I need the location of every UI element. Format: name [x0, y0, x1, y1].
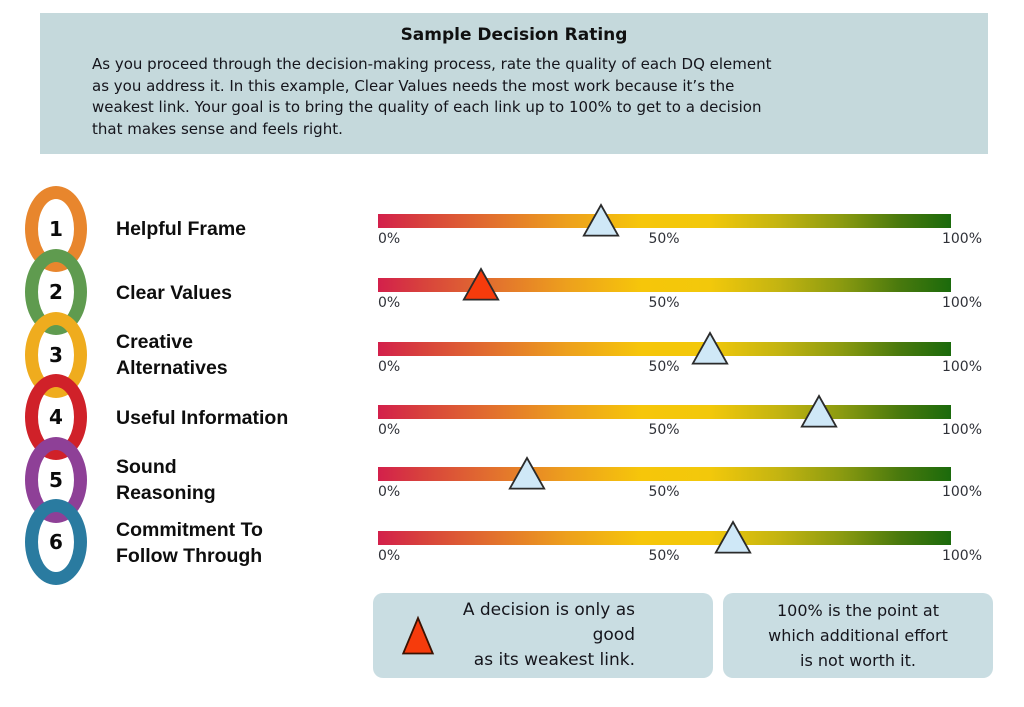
link-label-creative-alternatives: Creative Alternatives [116, 331, 228, 379]
header-description: As you proceed through the decision-maki… [92, 55, 772, 138]
rating-bar-1 [378, 203, 951, 237]
rating-bar-2 [378, 267, 951, 301]
tick-50: 50% [648, 295, 680, 311]
rating-row-6: 0% 50% 100% [378, 520, 982, 573]
triangle-marker-icon [582, 203, 621, 237]
tick-0: 0% [378, 548, 401, 564]
link-number-1: 1 [49, 217, 63, 241]
link-label-commitment: Commitment To Follow Through [116, 519, 263, 567]
rating-slider-handle-4[interactable] [800, 394, 838, 428]
triangle-icon-shape [401, 615, 435, 655]
header-panel: Sample Decision Rating As you proceed th… [40, 13, 988, 154]
link-label-useful-information: Useful Information [116, 407, 289, 429]
rating-row-1: 0% 50% 100% [378, 203, 982, 256]
rating-row-3: 0% 50% 100% [378, 331, 982, 384]
tick-0: 0% [378, 295, 401, 311]
tick-0: 0% [378, 422, 401, 438]
link-number-2: 2 [49, 280, 63, 304]
tick-50: 50% [648, 231, 680, 247]
tick-50: 50% [648, 484, 680, 500]
rating-bar-5 [378, 456, 951, 490]
rating-slider-handle-3[interactable] [691, 331, 730, 365]
tick-0: 0% [378, 231, 401, 247]
triangle-marker-icon [462, 267, 500, 301]
rating-bar-4 [378, 394, 951, 428]
rating-slider-handle-2[interactable] [462, 267, 500, 301]
rating-slider-handle-1[interactable] [582, 203, 621, 237]
tick-100: 100% [941, 548, 982, 564]
tick-100: 100% [941, 295, 982, 311]
weakest-link-triangle-icon [401, 615, 435, 655]
tick-100: 100% [941, 231, 982, 247]
triangle-marker-icon [508, 456, 546, 490]
note-effort: 100% is the point at which additional ef… [723, 593, 993, 678]
tick-0: 0% [378, 484, 401, 500]
tick-50: 50% [648, 359, 680, 375]
tick-100: 100% [941, 484, 982, 500]
link-label-helpful-frame: Helpful Frame [116, 218, 247, 240]
tick-100: 100% [941, 422, 982, 438]
triangle-marker-icon [714, 520, 752, 554]
link-number-6: 6 [49, 530, 63, 554]
link-number-4: 4 [49, 405, 63, 429]
rating-row-2: 0% 50% 100% [378, 267, 982, 320]
tick-50: 50% [648, 548, 680, 564]
rating-slider-handle-6[interactable] [714, 520, 752, 554]
link-number-5: 5 [49, 468, 63, 492]
rating-bar-3 [378, 331, 951, 365]
chain-link-6: 6 [25, 499, 87, 585]
tick-100: 100% [941, 359, 982, 375]
link-number-3: 3 [49, 343, 63, 367]
rating-slider-handle-5[interactable] [508, 456, 546, 490]
link-label-clear-values: Clear Values [116, 282, 232, 304]
tick-0: 0% [378, 359, 401, 375]
link-label-sound-reasoning: Sound Reasoning [116, 456, 216, 504]
note-weakest-link: A decision is only as good as its weakes… [373, 593, 713, 678]
rating-bar-6 [378, 520, 951, 554]
note-weakest-link-text: A decision is only as good as its weakes… [462, 600, 635, 670]
triangle-marker-icon [800, 394, 838, 428]
page-title: Sample Decision Rating [400, 25, 628, 45]
rating-row-5: 0% 50% 100% [378, 456, 982, 509]
triangle-marker-icon [691, 331, 730, 365]
rating-row-4: 0% 50% 100% [378, 394, 982, 447]
tick-50: 50% [648, 422, 680, 438]
note-effort-text: 100% is the point at which additional ef… [768, 601, 948, 670]
